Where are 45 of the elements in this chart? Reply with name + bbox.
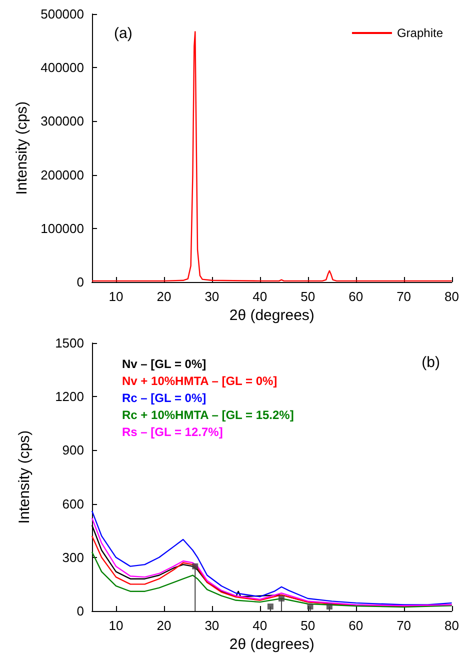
x-tick-label: 70 — [396, 618, 412, 633]
x-tick-label: 10 — [108, 618, 124, 633]
point — [278, 595, 284, 602]
x-tick-label: 50 — [300, 289, 316, 304]
x-tick-label: 40 — [252, 618, 268, 633]
y-tick-label: 300 — [62, 550, 84, 565]
y-tick-label: 600 — [62, 496, 84, 512]
y-tick-label: 100000 — [40, 220, 84, 236]
x-tick-label: 10 — [108, 289, 124, 304]
y-tick-label: 400000 — [40, 60, 84, 76]
x-tick-label: 30 — [204, 289, 220, 304]
y-tick-label: 0 — [76, 274, 84, 290]
x-tick-label: 40 — [252, 289, 268, 304]
x-tick-label: 80 — [444, 618, 460, 633]
x-tick-label: 60 — [348, 289, 364, 304]
text: Rc – [GL = 0%] — [122, 391, 206, 405]
y-axis-title: Intensity (cps) — [14, 101, 31, 195]
y-tick-label: 900 — [62, 442, 84, 458]
y-tick-label: 300000 — [40, 114, 84, 129]
x-tick-label: 60 — [348, 618, 364, 633]
annotation: (b) — [422, 354, 440, 371]
y-tick-label: 1200 — [55, 389, 84, 404]
point — [307, 604, 314, 610]
text: Rs – [GL = 12.7%] — [122, 425, 223, 439]
legend-label: Graphite — [396, 26, 444, 40]
y-tick-label: 0 — [76, 604, 84, 618]
x-tick-label: 50 — [300, 618, 316, 633]
x-tick-label: 30 — [204, 618, 220, 633]
y-tick-label: 1500 — [55, 336, 84, 350]
text: Nv – [GL = 0%] — [122, 357, 206, 371]
x-tick-label: 20 — [156, 618, 172, 633]
text: Rc + 10%HMTA – [GL = 15.2%] — [122, 408, 294, 422]
y-tick-label: 500000 — [40, 6, 84, 22]
text: Nv + 10%HMTA – [GL = 0%] — [122, 374, 278, 388]
x-axis-title: 2θ (degrees) — [229, 636, 314, 653]
y-tick-label: 200000 — [40, 167, 84, 182]
point — [192, 563, 198, 570]
x-tick-label: 20 — [156, 289, 172, 304]
point — [326, 604, 332, 610]
x-tick-label: 70 — [396, 289, 412, 304]
point — [267, 604, 274, 610]
x-axis-title: 2θ (degrees) — [229, 307, 314, 324]
annotation: (a) — [114, 25, 132, 42]
x-tick-label: 80 — [444, 289, 460, 304]
y-axis-title: Intensity (cps) — [16, 430, 33, 524]
